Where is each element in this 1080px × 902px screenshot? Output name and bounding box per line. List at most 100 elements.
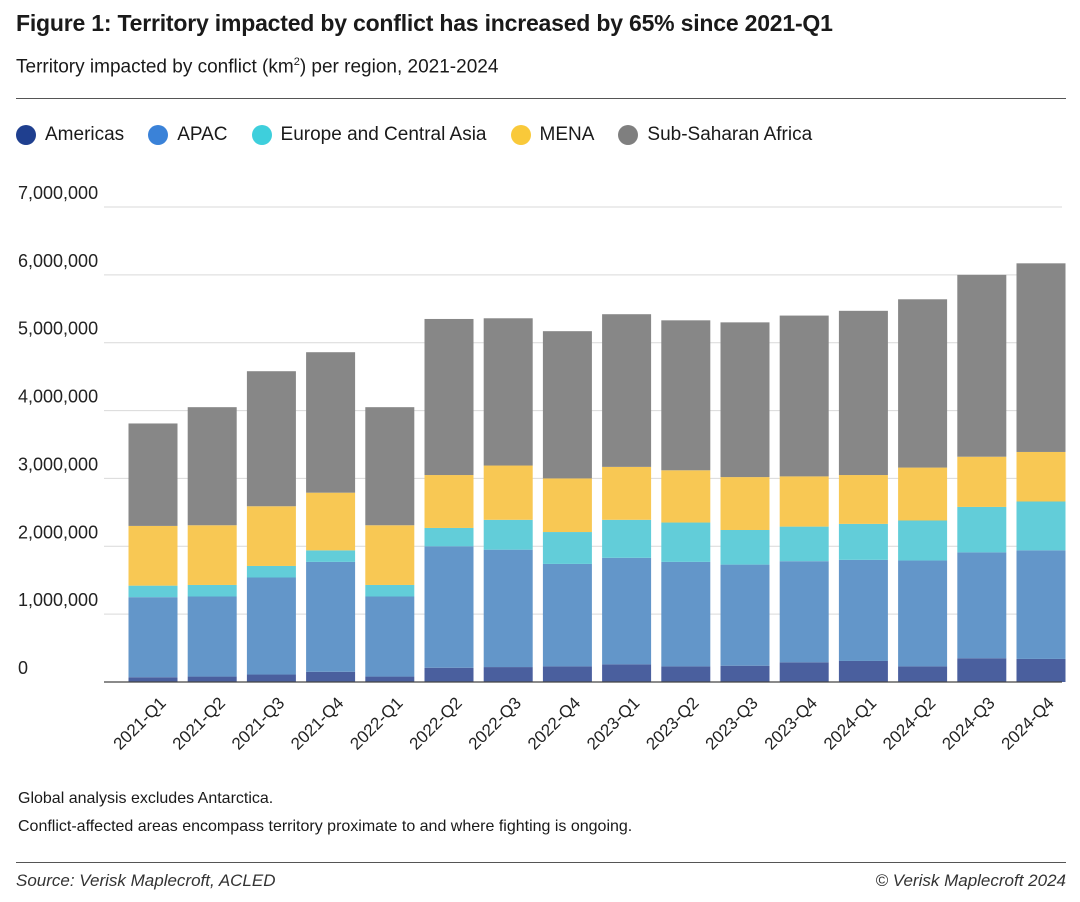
x-tick-label: 2024-Q3 xyxy=(938,693,998,753)
bar-segment-americas xyxy=(246,674,296,682)
bar-segment-europe-and-central-asia xyxy=(779,526,829,562)
bar-segment-sub-saharan-africa xyxy=(720,322,770,478)
bar-segment-apac xyxy=(661,561,711,667)
y-tick-label: 4,000,000 xyxy=(18,387,98,407)
bar-segment-europe-and-central-asia xyxy=(128,585,178,598)
x-tick-label: 2024-Q2 xyxy=(879,693,939,753)
bar-segment-europe-and-central-asia xyxy=(306,550,356,562)
note-conflict-definition: Conflict-affected areas encompass territ… xyxy=(18,818,633,835)
bar-segment-europe-and-central-asia xyxy=(365,584,415,597)
bar-segment-mena xyxy=(187,525,237,585)
bar-segment-sub-saharan-africa xyxy=(1016,263,1066,452)
legend-label-apac: APAC xyxy=(177,124,228,145)
bar-segment-mena xyxy=(365,525,415,585)
bar-segment-mena xyxy=(838,475,888,524)
note-antarctica: Global analysis excludes Antarctica. xyxy=(18,790,274,807)
stacked-bar-chart: 0 1,000,000 2,000,000 3,000,000 4,000,000 5,0… xyxy=(18,183,1066,754)
bar-segment-sub-saharan-africa xyxy=(424,318,474,476)
bar-segment-europe-and-central-asia xyxy=(838,523,888,560)
bar-segment-apac xyxy=(898,560,948,667)
copyright-notice: © Verisk Maplecroft 2024 xyxy=(875,871,1066,890)
x-tick-label: 2022-Q3 xyxy=(465,693,525,753)
y-tick-label: 3,000,000 xyxy=(18,454,98,474)
legend-swatch-americas xyxy=(16,125,36,145)
bar-segment-europe-and-central-asia xyxy=(661,522,711,562)
bar-segment-mena xyxy=(424,475,474,528)
bar-segment-sub-saharan-africa xyxy=(661,320,711,471)
subtitle-main: Territory impacted by conflict (km xyxy=(16,56,294,78)
legend-item-europe-central-asia: Europe and Central Asia xyxy=(251,124,487,146)
bar-segment-americas xyxy=(838,660,888,682)
bar-segment-americas xyxy=(483,667,533,682)
legend-item-americas: Americas xyxy=(16,124,124,146)
legend-label-americas: Americas xyxy=(45,124,125,145)
bar-segment-mena xyxy=(779,476,829,527)
bar-segment-apac xyxy=(838,559,888,661)
bar-segment-europe-and-central-asia xyxy=(542,532,592,564)
bar-segment-sub-saharan-africa xyxy=(187,407,237,526)
bar-segment-sub-saharan-africa xyxy=(957,274,1007,457)
bar-segment-europe-and-central-asia xyxy=(1016,501,1066,551)
y-tick-label: 1,000,000 xyxy=(18,590,98,610)
legend-swatch-sub-saharan-africa xyxy=(618,125,639,145)
bar-segment-europe-and-central-asia xyxy=(187,584,237,597)
bar-segment-apac xyxy=(365,596,415,677)
bar-segment-americas xyxy=(424,667,474,682)
bar-segment-europe-and-central-asia xyxy=(957,506,1007,553)
bar-segment-americas xyxy=(957,658,1007,682)
bar-segment-sub-saharan-africa xyxy=(602,314,652,467)
bar-segment-mena xyxy=(128,525,178,586)
y-tick-label: 2,000,000 xyxy=(18,522,98,542)
bar-segment-apac xyxy=(483,549,533,668)
y-tick-label: 0 xyxy=(18,658,28,678)
bar-segment-americas xyxy=(602,664,652,682)
bar-segment-americas xyxy=(128,677,178,682)
x-tick-label: 2021-Q2 xyxy=(169,693,229,753)
legend-swatch-mena xyxy=(510,125,531,145)
legend-item-sub-saharan-africa: Sub-Saharan Africa xyxy=(618,124,812,146)
bar-segment-mena xyxy=(306,492,356,551)
bar-segment-mena xyxy=(246,506,296,566)
bar-segment-apac xyxy=(187,596,237,677)
bar-segment-sub-saharan-africa xyxy=(898,299,948,468)
bar-segment-americas xyxy=(542,666,592,682)
x-tick-label: 2022-Q2 xyxy=(406,693,466,753)
bar-segment-sub-saharan-africa xyxy=(128,423,178,526)
bar-segment-europe-and-central-asia xyxy=(424,527,474,547)
legend-label-europe-central-asia: Europe and Central Asia xyxy=(280,124,487,145)
bar-segment-sub-saharan-africa xyxy=(483,318,533,466)
legend-item-mena: MENA xyxy=(510,124,594,146)
x-tick-label: 2023-Q2 xyxy=(642,693,702,753)
bar-segment-sub-saharan-africa xyxy=(306,352,356,493)
bar-segment-mena xyxy=(1016,451,1066,502)
y-tick-label: 5,000,000 xyxy=(18,319,98,339)
bar-segment-mena xyxy=(542,478,592,533)
x-tick-label: 2023-Q4 xyxy=(761,693,821,753)
bar-segment-mena xyxy=(483,465,533,520)
bar-segment-europe-and-central-asia xyxy=(898,520,948,561)
subtitle-superscript: 2 xyxy=(293,56,300,68)
y-tick-label: 6,000,000 xyxy=(18,251,98,271)
bar-segment-apac xyxy=(602,557,652,665)
bar-segment-americas xyxy=(779,662,829,682)
bar-segment-sub-saharan-africa xyxy=(365,407,415,526)
bar-segment-sub-saharan-africa xyxy=(838,310,888,476)
bar-segment-apac xyxy=(720,564,770,666)
legend-swatch-apac xyxy=(148,125,169,145)
bar-segment-mena xyxy=(602,466,652,520)
bar-segment-apac xyxy=(424,546,474,668)
bar-segment-americas xyxy=(661,666,711,682)
legend-item-apac: APAC xyxy=(148,124,228,146)
bar-segment-americas xyxy=(898,666,948,682)
chart-subtitle: Territory impacted by conflict (km2) per… xyxy=(16,56,498,78)
top-divider xyxy=(16,98,1066,99)
bar-segment-europe-and-central-asia xyxy=(246,565,296,578)
x-tick-label: 2021-Q1 xyxy=(110,693,170,753)
bar-segment-americas xyxy=(306,671,356,682)
bar-segment-mena xyxy=(898,467,948,521)
bar-segment-apac xyxy=(246,577,296,675)
bar-segment-americas xyxy=(1016,658,1066,682)
bottom-divider xyxy=(16,862,1066,863)
bar-segment-europe-and-central-asia xyxy=(483,519,533,550)
x-tick-label: 2023-Q3 xyxy=(702,693,762,753)
